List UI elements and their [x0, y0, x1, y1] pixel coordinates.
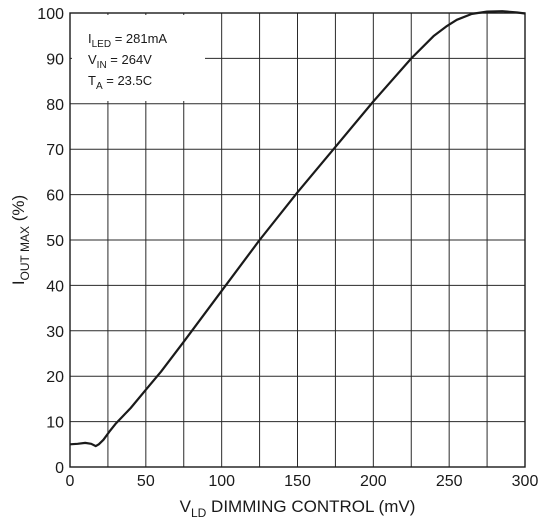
- x-tick-label: 200: [360, 473, 387, 490]
- y-axis-label: IOUT MAX (%): [9, 195, 32, 285]
- x-tick-label: 0: [66, 473, 75, 490]
- plot-frame: [69, 12, 526, 468]
- tick-labels: 0 50 100 150 200 250 300 0 10 20 30 40 50 60 70 80 90 100: [37, 6, 538, 490]
- y-tick-label: 20: [46, 369, 64, 386]
- annotation-line: ILED = 281mA: [88, 31, 167, 50]
- annotation-line: TA = 23.5C: [88, 73, 152, 92]
- y-tick-label: 50: [46, 233, 64, 250]
- y-tick-label: 80: [46, 97, 64, 114]
- y-tick-label: 60: [46, 188, 64, 205]
- x-tick-label: 300: [512, 473, 539, 490]
- y-tick-label: 10: [46, 415, 64, 432]
- data-line: [69, 10, 526, 448]
- x-tick-label: 100: [208, 473, 235, 490]
- y-tick-label: 100: [37, 6, 64, 23]
- y-tick-label: 70: [46, 142, 64, 159]
- grid: [70, 13, 525, 467]
- y-tick-label: 0: [55, 460, 64, 477]
- x-tick-label: 50: [137, 473, 155, 490]
- annotation-line: VIN = 264V: [88, 52, 152, 71]
- y-tick-label: 90: [46, 51, 64, 68]
- x-tick-label: 150: [284, 473, 311, 490]
- annotation-box: [72, 15, 205, 101]
- x-axis-label: VLD DIMMING CONTROL (mV): [180, 497, 416, 520]
- x-tick-label: 250: [436, 473, 463, 490]
- annotation-text: ILED = 281mA VIN = 264V TA = 23.5C: [88, 31, 167, 92]
- y-tick-label: 30: [46, 324, 64, 341]
- y-tick-label: 40: [46, 278, 64, 295]
